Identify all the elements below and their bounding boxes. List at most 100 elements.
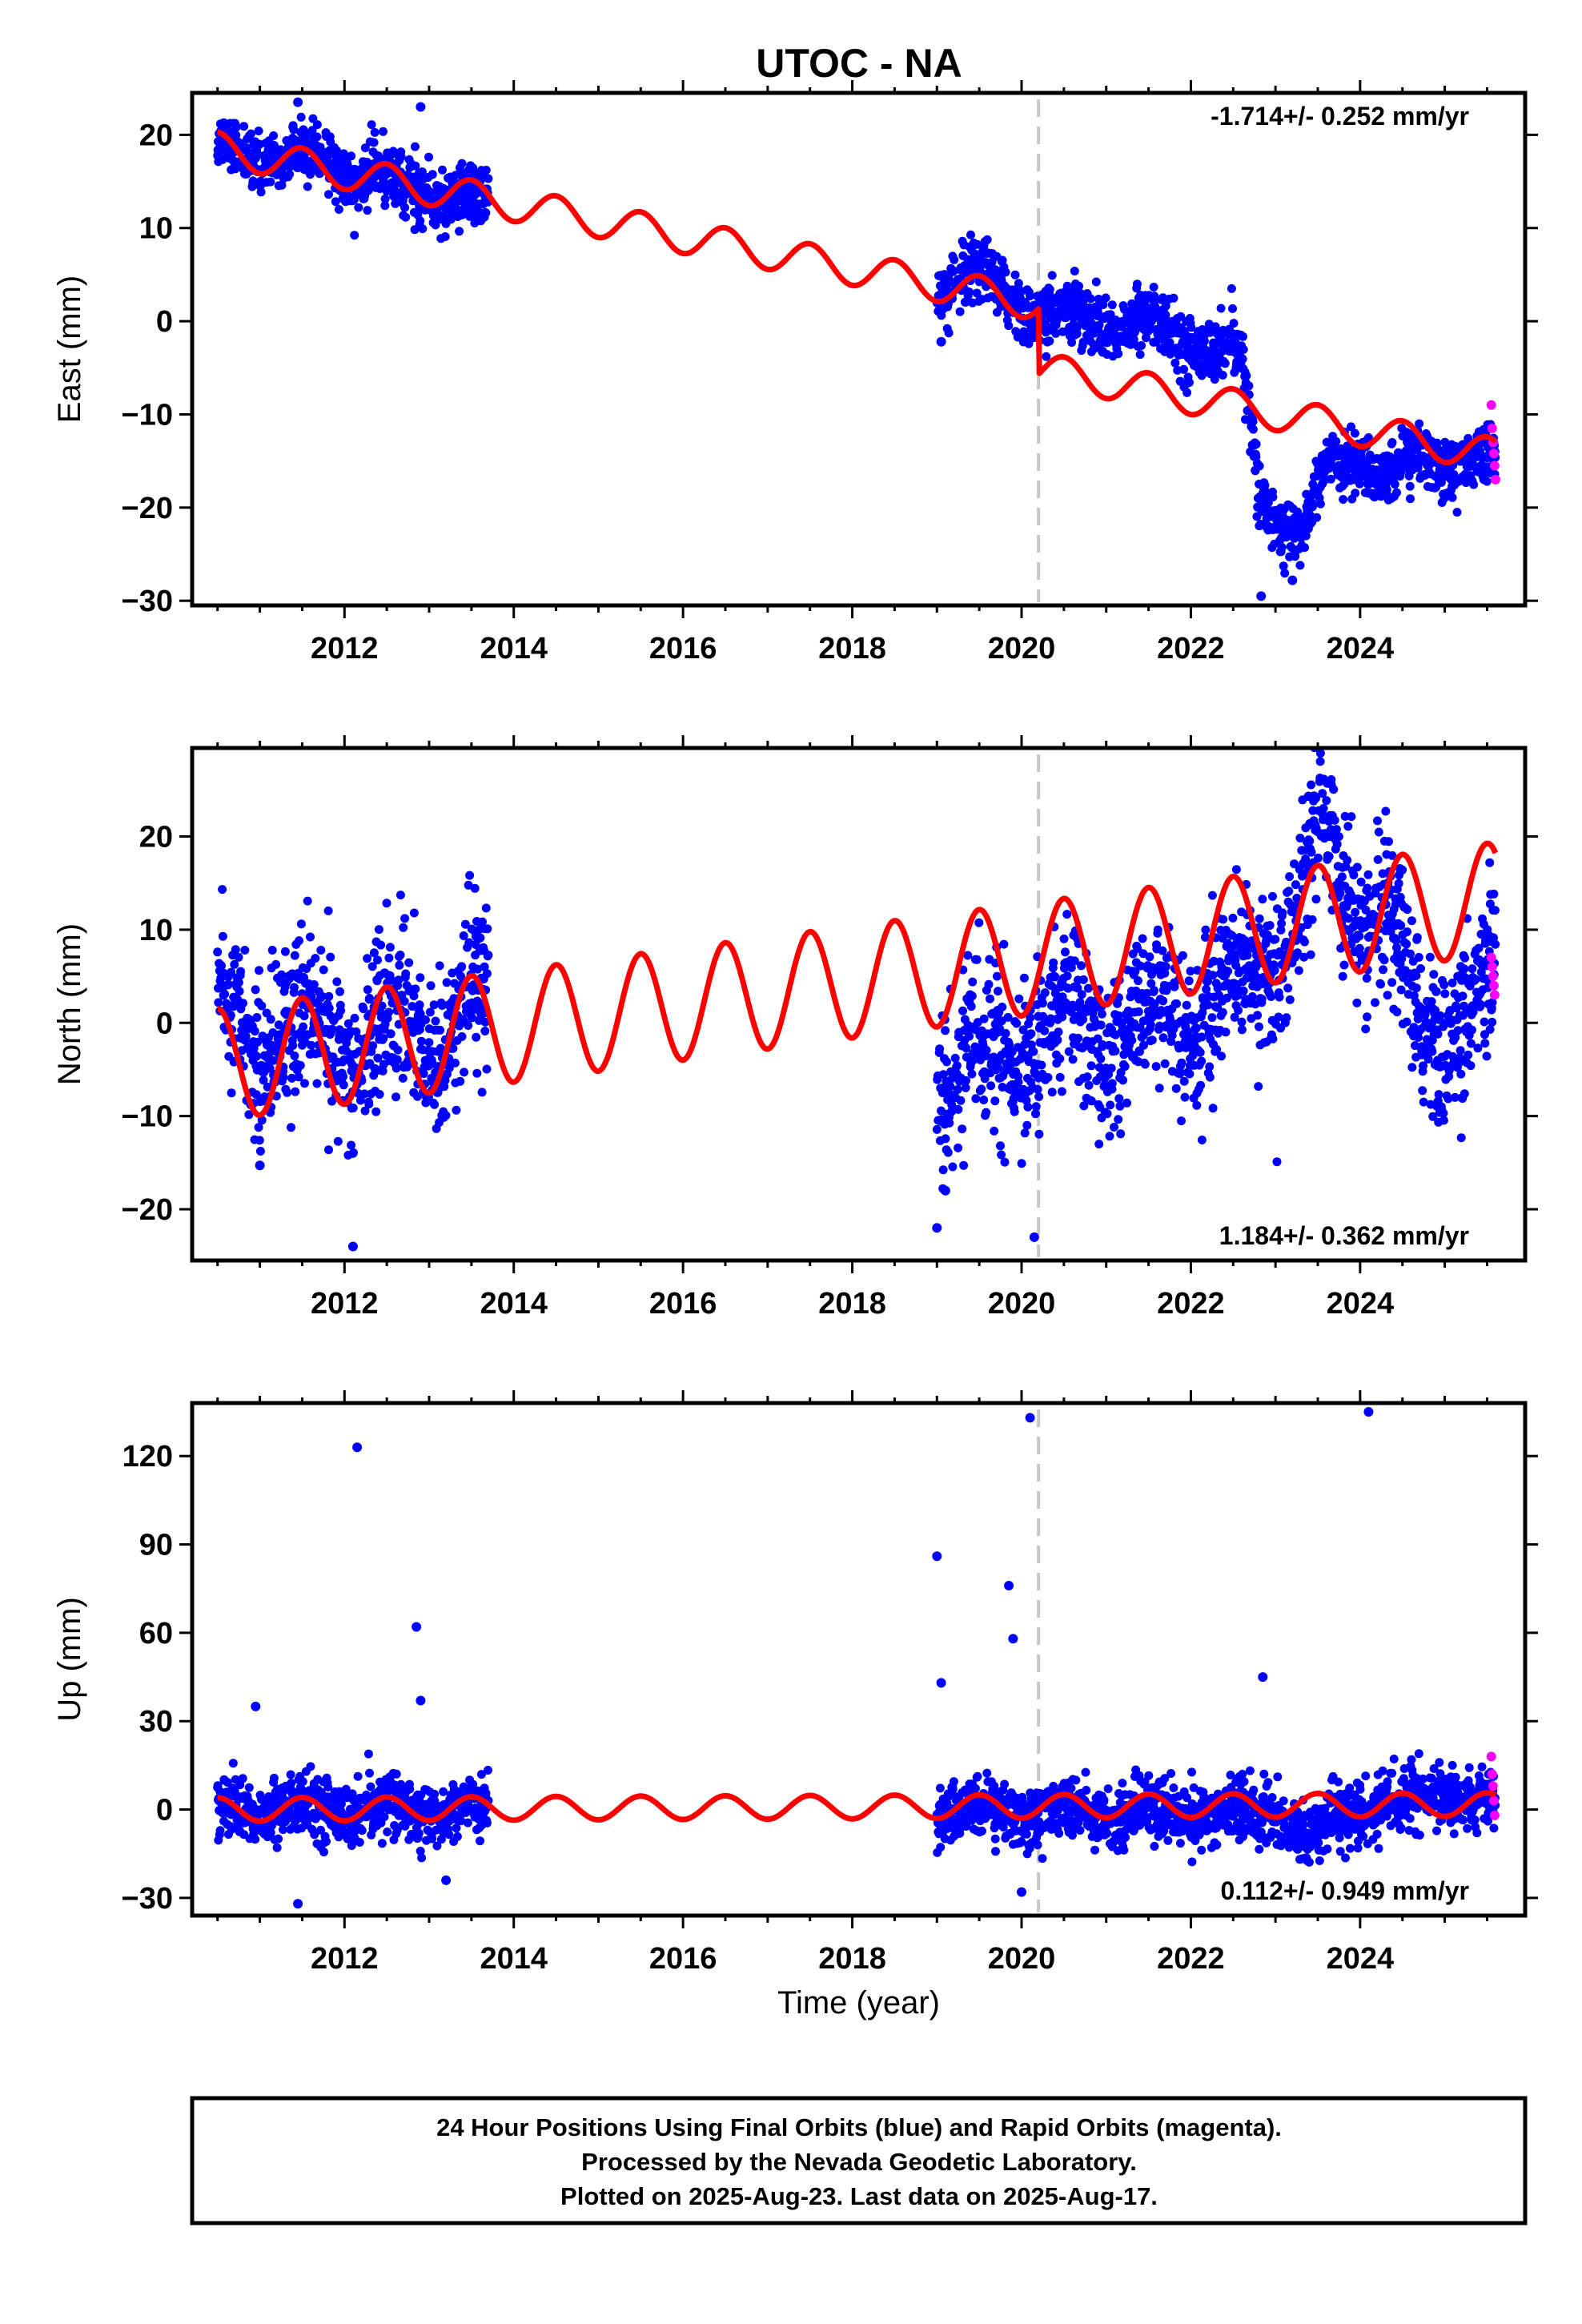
final-point (271, 959, 281, 969)
final-point (1254, 1082, 1263, 1092)
final-point (1129, 335, 1138, 344)
final-point (298, 1777, 307, 1787)
rapid-point (1488, 980, 1499, 991)
rapid-point (1491, 474, 1500, 485)
final-point (480, 962, 489, 971)
final-point (1398, 865, 1407, 875)
final-point (379, 1812, 389, 1822)
final-point (296, 919, 306, 929)
final-point (935, 1044, 945, 1054)
final-point (1231, 865, 1241, 875)
final-point (1022, 1096, 1031, 1105)
final-point (1067, 338, 1077, 347)
final-point (932, 1124, 942, 1134)
final-point (1193, 966, 1202, 975)
final-point (994, 987, 1002, 996)
final-point (1177, 1116, 1186, 1126)
final-point (1064, 1047, 1074, 1056)
final-point (359, 1004, 368, 1014)
final-point (324, 190, 333, 199)
final-point (400, 996, 409, 1006)
final-point (312, 1079, 322, 1088)
final-point (215, 1787, 225, 1796)
final-point (1083, 983, 1093, 993)
chart-title: UTOC - NA (756, 41, 962, 86)
final-point (368, 1041, 378, 1051)
final-point (1192, 1100, 1202, 1110)
east-panel: 2012 2014 2016 2018 2020 2022 2024−30−20−10010… (52, 80, 1538, 665)
final-point (1094, 320, 1104, 330)
final-point (1208, 1104, 1218, 1113)
final-point (357, 1826, 367, 1835)
final-point (1277, 543, 1287, 553)
final-point (363, 985, 372, 995)
final-point (955, 307, 965, 316)
final-point (239, 122, 249, 131)
x-tick-label: 2012 (311, 1287, 379, 1321)
final-point (1329, 785, 1339, 794)
final-point (1014, 994, 1024, 1003)
final-point (231, 945, 240, 955)
final-point (1283, 983, 1293, 993)
final-point (946, 1082, 955, 1091)
final-point (1135, 350, 1145, 360)
final-point (1315, 749, 1325, 758)
final-point (1414, 952, 1423, 962)
final-point (1034, 1129, 1044, 1139)
final-point (283, 1814, 292, 1823)
final-point (938, 1070, 948, 1080)
final-point (1102, 1109, 1112, 1119)
final-point (1407, 1063, 1417, 1072)
final-point (1456, 1133, 1466, 1143)
final-point (254, 127, 263, 135)
final-point (1237, 1017, 1247, 1027)
final-point (483, 924, 492, 934)
final-point (1460, 964, 1469, 974)
final-point (1207, 891, 1217, 900)
final-point (481, 208, 491, 218)
final-point (484, 951, 493, 960)
final-point (1122, 1098, 1131, 1108)
final-point (1488, 998, 1497, 1007)
final-point (437, 1001, 447, 1010)
final-point (1140, 1059, 1150, 1069)
model-fit-line (215, 129, 1498, 466)
final-point (1031, 1102, 1041, 1112)
final-point (290, 983, 299, 992)
final-point (257, 1001, 267, 1011)
x-tick-label: 2012 (311, 632, 379, 665)
final-point (317, 991, 327, 1001)
final-point (333, 1136, 343, 1146)
final-point (227, 967, 236, 977)
final-point (379, 127, 387, 136)
final-point (439, 1787, 448, 1796)
final-point (431, 1016, 440, 1026)
final-point (411, 142, 420, 151)
final-point (283, 1088, 292, 1097)
final-point (1018, 1025, 1028, 1035)
final-point (1218, 1007, 1227, 1017)
final-point (1284, 887, 1294, 896)
final-point (1227, 283, 1236, 293)
final-point (944, 328, 954, 338)
final-point (945, 1118, 954, 1128)
final-point (1293, 948, 1303, 958)
final-point (430, 1789, 440, 1799)
final-point (1439, 1116, 1448, 1125)
final-point (1356, 877, 1366, 887)
final-point (980, 1074, 990, 1084)
final-point (399, 923, 408, 932)
x-tick-label: 2020 (988, 632, 1056, 665)
final-point (339, 1072, 348, 1081)
final-point (1047, 1088, 1057, 1097)
x-tick-label: 2016 (649, 1287, 717, 1321)
final-point (336, 1006, 346, 1015)
final-point (973, 239, 982, 249)
final-point (1068, 1055, 1078, 1064)
final-point (1431, 987, 1441, 996)
final-point (1397, 954, 1407, 963)
final-point (218, 931, 227, 941)
final-point (383, 1827, 392, 1836)
final-point (1290, 859, 1299, 869)
final-point (416, 1036, 426, 1046)
